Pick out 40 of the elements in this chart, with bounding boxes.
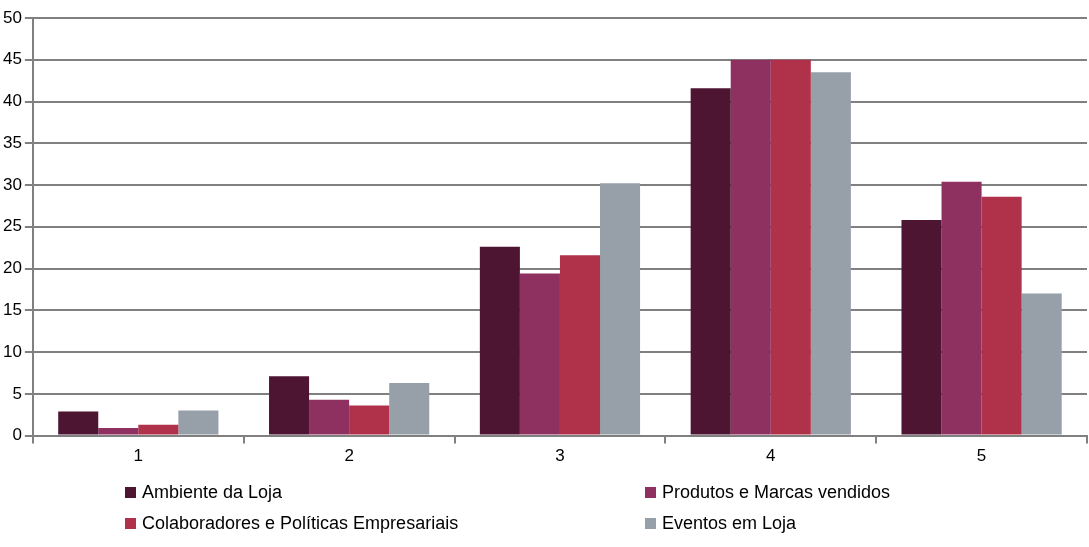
- x-tick-label: 4: [766, 446, 776, 466]
- legend-label: Ambiente da Loja: [142, 482, 283, 503]
- y-tick-label: 0: [12, 425, 22, 445]
- bar: [178, 410, 219, 435]
- legend-label: Produtos e Marcas vendidos: [662, 482, 891, 503]
- bar: [269, 376, 310, 435]
- y-tick-label: 45: [2, 49, 22, 69]
- y-tick-label: 20: [2, 258, 22, 278]
- bar: [810, 72, 851, 435]
- y-tick-label: 25: [2, 216, 22, 236]
- bar: [349, 405, 390, 435]
- bar: [58, 411, 99, 435]
- bar: [941, 181, 982, 435]
- bar: [479, 246, 520, 435]
- y-tick-label: 5: [12, 383, 22, 403]
- x-tick-label: 2: [344, 446, 354, 466]
- x-tick-label: 5: [976, 446, 987, 466]
- bar: [559, 255, 601, 435]
- bar: [600, 183, 641, 435]
- y-tick-label: 35: [2, 132, 22, 152]
- bar: [519, 273, 560, 435]
- y-tick-label: 30: [2, 174, 22, 194]
- bar: [730, 59, 771, 435]
- legend-label: Colaboradores e Políticas Empresariais: [142, 513, 459, 534]
- y-tick-label: 10: [2, 341, 22, 361]
- x-tick-label: 1: [133, 446, 144, 466]
- bar: [770, 59, 811, 435]
- bar: [1021, 293, 1062, 435]
- bar: [901, 220, 942, 435]
- legend-label: Eventos em Loja: [662, 513, 797, 534]
- bar: [389, 382, 430, 435]
- bar: [309, 399, 350, 435]
- y-tick-label: 40: [2, 91, 22, 111]
- bar: [690, 88, 731, 435]
- bar: [138, 424, 179, 435]
- bar: [981, 196, 1022, 435]
- y-tick-label: 15: [2, 300, 22, 320]
- bar: [98, 428, 139, 435]
- y-tick-label: 50: [2, 7, 22, 27]
- x-tick-label: 3: [555, 446, 565, 466]
